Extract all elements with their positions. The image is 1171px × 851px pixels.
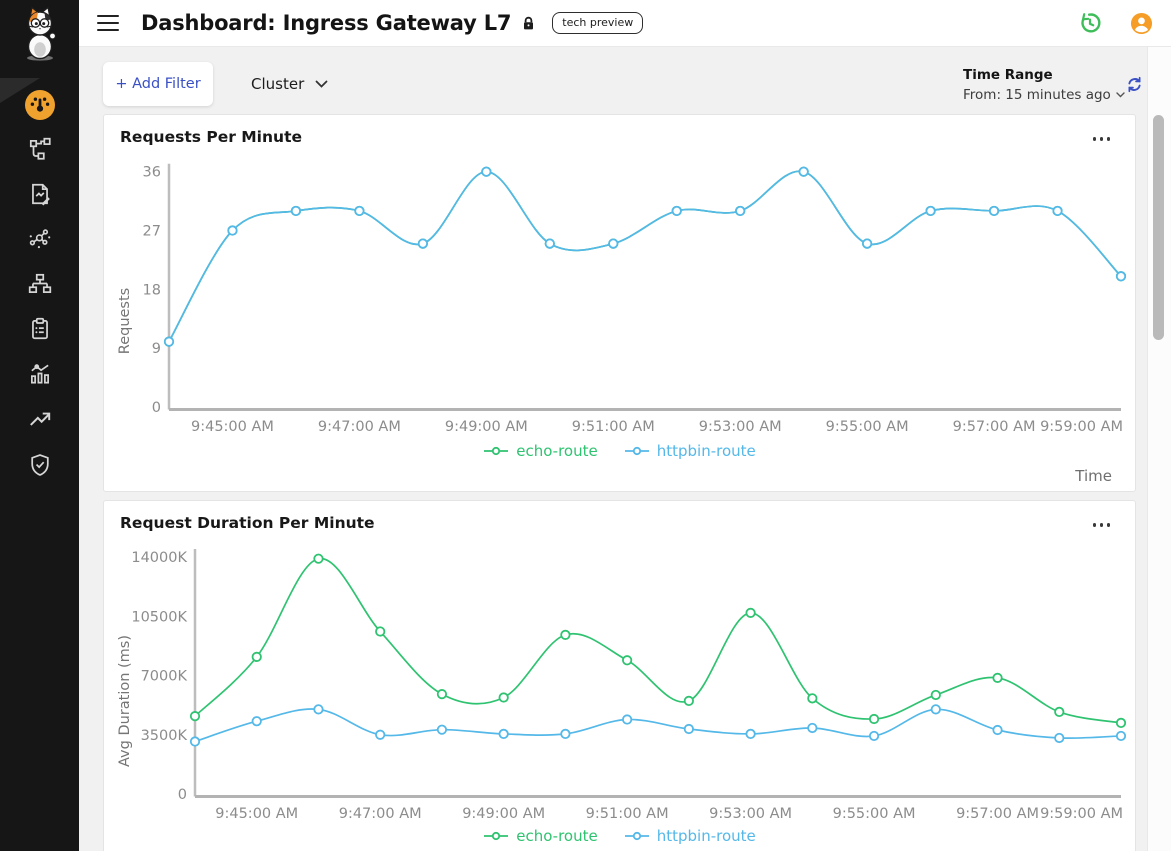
chart-card-request-duration: Request Duration Per Minute Avg Duration…: [103, 500, 1136, 851]
chart-legend: echo-route httpbin-route: [104, 442, 1135, 460]
sidebar-item-zones[interactable]: [27, 271, 53, 297]
line-marker-icon: [484, 831, 509, 841]
svg-text:9:47:00 AM: 9:47:00 AM: [318, 419, 401, 435]
svg-text:3500K: 3500K: [141, 728, 188, 744]
main-content: + Add Filter Cluster Time Range From: 15…: [79, 47, 1171, 851]
sidebar-item-trends[interactable]: [27, 406, 53, 432]
svg-text:9:55:00 AM: 9:55:00 AM: [826, 419, 909, 435]
clipboard-icon: [31, 317, 48, 340]
sidebar-item-policies[interactable]: [27, 181, 53, 207]
chart-menu-button[interactable]: [1090, 520, 1114, 530]
svg-text:9:59:00 AM: 9:59:00 AM: [1040, 419, 1123, 435]
sidebar-item-traffic-routes[interactable]: [27, 136, 53, 162]
refresh-icon: [1128, 76, 1141, 93]
svg-text:9:55:00 AM: 9:55:00 AM: [833, 806, 916, 822]
page-title: Dashboard: Ingress Gateway L7: [141, 11, 512, 35]
shield-check-icon: [30, 454, 49, 476]
line-chart-requests[interactable]: 0 9 18 27 36 9:45:00 AM 9:47:00 AM 9:49:00 AM 9:…: [104, 145, 1137, 445]
svg-text:0: 0: [178, 787, 187, 803]
svg-text:9:51:00 AM: 9:51:00 AM: [572, 419, 655, 435]
svg-text:7000K: 7000K: [141, 669, 188, 685]
svg-text:9:49:00 AM: 9:49:00 AM: [462, 806, 545, 822]
time-range-label: Time Range: [963, 67, 1053, 83]
document-edit-icon: [31, 183, 50, 206]
trend-up-icon: [29, 412, 50, 426]
svg-text:9:53:00 AM: 9:53:00 AM: [699, 419, 782, 435]
svg-text:9:47:00 AM: 9:47:00 AM: [339, 806, 422, 822]
line-marker-icon: [624, 446, 649, 456]
x-axis-title: Time: [1075, 467, 1112, 485]
chart-title: Requests Per Minute: [120, 128, 302, 146]
menu-toggle-button[interactable]: [96, 14, 120, 32]
chevron-down-icon: [315, 80, 328, 88]
svg-text:36: 36: [143, 165, 161, 181]
svg-text:9:49:00 AM: 9:49:00 AM: [445, 419, 528, 435]
scrollbar-track[interactable]: [1147, 47, 1171, 851]
line-chart-duration[interactable]: 0 3500K 7000K 10500K 14000K 9:45:00 AM 9:47:00…: [104, 531, 1137, 831]
traffic-routes-icon: [29, 137, 51, 160]
svg-text:9:57:00 AM: 9:57:00 AM: [953, 419, 1036, 435]
scrollbar-thumb[interactable]: [1153, 115, 1164, 340]
svg-text:10500K: 10500K: [131, 609, 187, 625]
svg-text:9:45:00 AM: 9:45:00 AM: [191, 419, 274, 435]
legend-item-httpbin-route[interactable]: httpbin-route: [624, 442, 756, 460]
line-marker-icon: [484, 446, 509, 456]
cat-logo-icon: [26, 6, 56, 61]
svg-text:9:51:00 AM: 9:51:00 AM: [586, 806, 669, 822]
history-button[interactable]: [1078, 11, 1102, 35]
sidebar: [0, 0, 79, 851]
svg-text:0: 0: [152, 400, 161, 416]
stats-bars-icon: [30, 364, 49, 384]
svg-text:9:53:00 AM: 9:53:00 AM: [709, 806, 792, 822]
legend-item-httpbin-route[interactable]: httpbin-route: [624, 827, 756, 845]
svg-text:27: 27: [143, 224, 161, 240]
svg-text:18: 18: [143, 282, 161, 298]
chart-legend: echo-route httpbin-route: [104, 827, 1135, 845]
cluster-dropdown[interactable]: Cluster: [237, 62, 342, 106]
refresh-button[interactable]: [1125, 75, 1144, 98]
gauge-icon: [24, 90, 55, 120]
svg-text:9: 9: [152, 341, 161, 357]
service-mesh-icon: [29, 229, 50, 249]
network-zones-icon: [28, 273, 51, 293]
svg-text:9:57:00 AM: 9:57:00 AM: [956, 806, 1039, 822]
user-menu-button[interactable]: [1130, 12, 1153, 35]
avatar-icon: [1130, 12, 1153, 34]
svg-text:9:59:00 AM: 9:59:00 AM: [1040, 806, 1123, 822]
legend-item-echo-route[interactable]: echo-route: [483, 442, 598, 460]
sidebar-item-dashboards[interactable]: [24, 90, 55, 120]
sidebar-item-mesh-services[interactable]: [27, 316, 53, 342]
chart-card-requests-per-minute: Requests Per Minute Requests 0 9 18 27 36 9:4…: [103, 114, 1136, 492]
chart-title: Request Duration Per Minute: [120, 514, 375, 532]
history-icon: [1081, 13, 1101, 33]
top-header: Dashboard: Ingress Gateway L7 tech previ…: [79, 0, 1171, 47]
legend-item-echo-route[interactable]: echo-route: [483, 827, 598, 845]
tech-preview-badge: tech preview: [552, 12, 644, 34]
chart-menu-button[interactable]: [1090, 134, 1114, 144]
add-filter-button[interactable]: + Add Filter: [103, 62, 213, 106]
line-marker-icon: [624, 831, 649, 841]
lock-icon: [521, 15, 536, 31]
time-range-value-dropdown[interactable]: From: 15 minutes ago: [963, 87, 1125, 103]
app-logo[interactable]: [18, 6, 62, 66]
svg-text:9:45:00 AM: 9:45:00 AM: [215, 806, 298, 822]
sidebar-item-security[interactable]: [27, 452, 53, 478]
sidebar-item-services[interactable]: [27, 226, 53, 252]
chevron-down-icon: [1116, 92, 1125, 98]
cluster-dropdown-label: Cluster: [251, 75, 305, 93]
time-range: Time Range From: 15 minutes ago: [963, 67, 1125, 103]
sidebar-item-stats[interactable]: [27, 361, 53, 387]
svg-text:14000K: 14000K: [131, 550, 187, 566]
